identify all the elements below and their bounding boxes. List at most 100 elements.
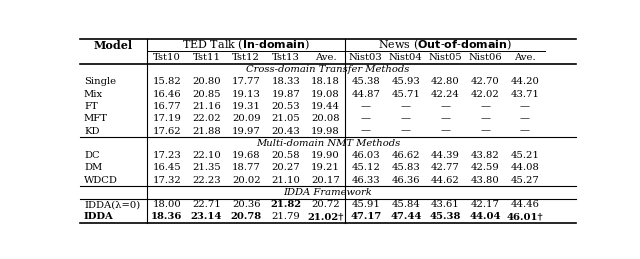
Text: 44.20: 44.20 xyxy=(511,77,540,87)
Text: —: — xyxy=(401,127,411,135)
Text: 20.58: 20.58 xyxy=(271,151,300,160)
Text: 44.08: 44.08 xyxy=(511,163,540,172)
Text: 44.87: 44.87 xyxy=(351,90,380,99)
Text: Nist04: Nist04 xyxy=(389,53,423,62)
Text: 44.39: 44.39 xyxy=(431,151,460,160)
Text: 44.46: 44.46 xyxy=(511,200,540,209)
Text: 19.08: 19.08 xyxy=(311,90,340,99)
Text: TED Talk ($\mathbf{In}$-$\mathbf{domain}$): TED Talk ($\mathbf{In}$-$\mathbf{domain}… xyxy=(182,38,310,52)
Text: 45.21: 45.21 xyxy=(511,151,540,160)
Text: 16.45: 16.45 xyxy=(152,163,181,172)
Text: 20.43: 20.43 xyxy=(271,127,300,135)
Text: 21.02†: 21.02† xyxy=(307,212,344,221)
Text: 17.62: 17.62 xyxy=(152,127,181,135)
Text: 20.80: 20.80 xyxy=(192,77,221,87)
Text: 21.16: 21.16 xyxy=(192,102,221,111)
Text: 20.36: 20.36 xyxy=(232,200,260,209)
Text: 20.02: 20.02 xyxy=(232,176,260,185)
Text: Mix: Mix xyxy=(84,90,103,99)
Text: 45.12: 45.12 xyxy=(351,163,380,172)
Text: Model: Model xyxy=(94,40,133,51)
Text: 45.38: 45.38 xyxy=(430,212,461,221)
Text: 15.82: 15.82 xyxy=(152,77,181,87)
Text: 45.93: 45.93 xyxy=(392,77,420,87)
Text: 42.80: 42.80 xyxy=(431,77,460,87)
Text: —: — xyxy=(480,114,490,123)
Text: 16.77: 16.77 xyxy=(152,102,181,111)
Text: 20.78: 20.78 xyxy=(230,212,262,221)
Text: 17.19: 17.19 xyxy=(152,114,181,123)
Text: 21.10: 21.10 xyxy=(271,176,300,185)
Text: Nist05: Nist05 xyxy=(429,53,463,62)
Text: 18.77: 18.77 xyxy=(232,163,260,172)
Text: Tst13: Tst13 xyxy=(272,53,300,62)
Text: DC: DC xyxy=(84,151,100,160)
Text: 45.27: 45.27 xyxy=(511,176,540,185)
Text: 19.21: 19.21 xyxy=(311,163,340,172)
Text: 21.82: 21.82 xyxy=(270,200,301,209)
Text: 19.98: 19.98 xyxy=(311,127,340,135)
Text: 46.03: 46.03 xyxy=(351,151,380,160)
Text: 22.23: 22.23 xyxy=(192,176,221,185)
Text: —: — xyxy=(520,102,530,111)
Text: Single: Single xyxy=(84,77,116,87)
Text: —: — xyxy=(520,127,530,135)
Text: 17.23: 17.23 xyxy=(152,151,181,160)
Text: Nist03: Nist03 xyxy=(349,53,383,62)
Text: 45.84: 45.84 xyxy=(392,200,420,209)
Text: 19.87: 19.87 xyxy=(271,90,300,99)
Text: KD: KD xyxy=(84,127,99,135)
Text: 46.36: 46.36 xyxy=(392,176,420,185)
Text: 20.08: 20.08 xyxy=(311,114,340,123)
Text: 46.33: 46.33 xyxy=(351,176,380,185)
Text: MFT: MFT xyxy=(84,114,108,123)
Text: 46.62: 46.62 xyxy=(392,151,420,160)
Text: 43.80: 43.80 xyxy=(471,176,500,185)
Text: Ave.: Ave. xyxy=(514,53,536,62)
Text: 18.36: 18.36 xyxy=(151,212,182,221)
Text: 43.61: 43.61 xyxy=(431,200,460,209)
Text: WDCD: WDCD xyxy=(84,176,118,185)
Text: —: — xyxy=(401,102,411,111)
Text: 19.97: 19.97 xyxy=(232,127,260,135)
Text: —: — xyxy=(440,127,451,135)
Text: 20.17: 20.17 xyxy=(311,176,340,185)
Text: 21.05: 21.05 xyxy=(271,114,300,123)
Text: 23.14: 23.14 xyxy=(191,212,222,221)
Text: —: — xyxy=(480,127,490,135)
Text: Cross-domain Transfer Methods: Cross-domain Transfer Methods xyxy=(246,65,410,74)
Text: 19.31: 19.31 xyxy=(232,102,260,111)
Text: Ave.: Ave. xyxy=(315,53,337,62)
Text: —: — xyxy=(440,102,451,111)
Text: 45.71: 45.71 xyxy=(392,90,420,99)
Text: Tst12: Tst12 xyxy=(232,53,260,62)
Text: 19.68: 19.68 xyxy=(232,151,260,160)
Text: 22.10: 22.10 xyxy=(192,151,221,160)
Text: DM: DM xyxy=(84,163,102,172)
Text: 21.88: 21.88 xyxy=(192,127,221,135)
Text: 45.38: 45.38 xyxy=(351,77,380,87)
Text: 47.17: 47.17 xyxy=(350,212,381,221)
Text: 44.04: 44.04 xyxy=(470,212,501,221)
Text: 20.09: 20.09 xyxy=(232,114,260,123)
Text: 21.35: 21.35 xyxy=(192,163,221,172)
Text: 22.02: 22.02 xyxy=(192,114,221,123)
Text: 43.82: 43.82 xyxy=(471,151,500,160)
Text: 19.13: 19.13 xyxy=(232,90,260,99)
Text: FT: FT xyxy=(84,102,98,111)
Text: —: — xyxy=(401,114,411,123)
Text: 17.77: 17.77 xyxy=(232,77,260,87)
Text: 19.90: 19.90 xyxy=(311,151,340,160)
Text: 42.24: 42.24 xyxy=(431,90,460,99)
Text: 42.02: 42.02 xyxy=(471,90,500,99)
Text: 17.32: 17.32 xyxy=(152,176,181,185)
Text: 42.59: 42.59 xyxy=(471,163,500,172)
Text: 44.62: 44.62 xyxy=(431,176,460,185)
Text: Multi-domain NMT Methods: Multi-domain NMT Methods xyxy=(256,139,400,148)
Text: —: — xyxy=(440,114,451,123)
Text: IDDA(λ=0): IDDA(λ=0) xyxy=(84,200,140,209)
Text: —: — xyxy=(480,102,490,111)
Text: IDDA Framework: IDDA Framework xyxy=(284,188,372,197)
Text: Nist06: Nist06 xyxy=(468,53,502,62)
Text: 21.79: 21.79 xyxy=(271,212,300,221)
